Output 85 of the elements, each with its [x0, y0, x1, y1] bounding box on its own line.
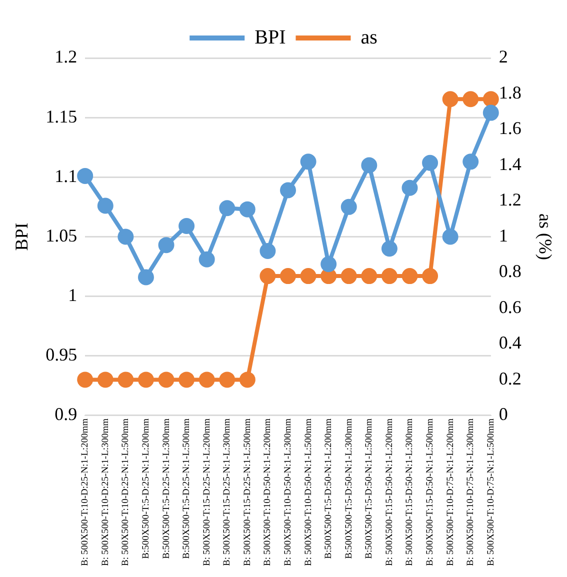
point: [422, 154, 438, 171]
y2-tick-label: 1: [498, 225, 508, 246]
y2-tick-label: 1.8: [498, 82, 522, 102]
x-tick-label: B:500X500-T:5-D:25-N:1-L:500mm: [182, 418, 192, 559]
point: [198, 251, 215, 268]
x-tick-label: B: 500X500-T:15-D:25-N:1-L:500mm: [242, 418, 253, 566]
point: [361, 268, 378, 284]
y-tick-label: 1.2: [54, 46, 78, 67]
y-tick-label: 0.95: [46, 344, 78, 365]
point: [462, 91, 479, 108]
point: [402, 180, 418, 196]
point: [178, 372, 195, 388]
point: [138, 269, 154, 286]
x-tick-label: B: 500X500-T:15-D:50-N:1-L:300mm: [405, 418, 416, 566]
point: [280, 182, 296, 198]
y2-tick-label: 1.6: [498, 118, 522, 138]
point: [260, 268, 276, 284]
point: [462, 154, 479, 170]
x-tick-label: B:500X500-T:5-D:25-N:1-L:300mm: [162, 418, 172, 559]
point: [482, 104, 499, 121]
y-tick-label: 1.05: [46, 225, 78, 246]
point: [442, 228, 458, 245]
point: [320, 268, 337, 284]
point: [340, 268, 357, 284]
x-tick-label: B:500X500-T:5-D:50-N:1-L:200mm: [324, 418, 334, 559]
point: [300, 154, 316, 170]
x-tick-label: B: 500X500-T:10-D:25-N:1-L:200mm: [80, 418, 91, 566]
point: [118, 372, 134, 388]
y-axis-title: BPI: [12, 222, 32, 251]
y2-tick-label: 1.2: [498, 190, 522, 210]
point: [219, 372, 236, 388]
y-tick-label: 1.15: [46, 106, 78, 126]
point: [198, 372, 215, 388]
x-tick-label: B: 500X500-T:15-D:50-N:1-L:500mm: [426, 418, 436, 566]
point: [77, 372, 94, 388]
y2-tick-label: 0.6: [498, 296, 522, 317]
y2-tick-label: 2: [498, 46, 508, 67]
legend-label: BPI: [254, 26, 286, 48]
x-tick-label: B:500X500-T:5-D:25-N:1-L:200mm: [141, 418, 152, 559]
point: [77, 168, 94, 184]
point: [97, 198, 114, 214]
y2-tick-label: 0: [498, 404, 508, 424]
point: [381, 240, 398, 257]
x-tick-label: B: 500X500-T:10-D:75-N:1-L:300mm: [466, 418, 476, 566]
x-tick-label: B: 500X500-T:10-D:25-N:1-L:500mm: [121, 418, 132, 566]
point: [97, 372, 114, 388]
x-tick-label: B:500X500-T:5-D:50-N:1-L:500mm: [364, 418, 375, 559]
x-tick-label: B: 500X500-T:15-D:25-N:1-L:300mm: [222, 418, 233, 566]
x-tick-label: B:500X500-T:5-D:50-N:1-L:300mm: [344, 418, 354, 559]
y2-tick-label: 0.4: [498, 332, 522, 353]
y-tick-label: 1: [68, 285, 78, 306]
point: [320, 256, 337, 272]
x-tick-label: B: 500X500-T:10-D:50-N:1-L:200mm: [263, 418, 274, 566]
x-tick-label: B: 500X500-T:10-D:75-N:1-L:500mm: [486, 418, 496, 566]
point: [118, 228, 134, 245]
y2-axis-title: as (%): [535, 213, 556, 260]
point: [442, 91, 458, 108]
point: [260, 243, 276, 260]
y-tick-label: 0.9: [54, 404, 78, 424]
x-tick-label: B: 500X500-T:10-D:50-N:1-L:500mm: [304, 418, 314, 566]
y2-tick-label: 1.4: [498, 154, 522, 174]
point: [138, 372, 154, 388]
x-tick-label: B: 500X500-T:15-D:25-N:1-L:200mm: [202, 418, 212, 566]
point: [300, 268, 316, 284]
x-tick-label: B: 500X500-T:10-D:75-N:1-L:200mm: [446, 418, 456, 566]
point: [158, 372, 174, 388]
point: [178, 218, 195, 234]
x-tick-label: B: 500X500-T:10-D:25-N:1-L:300mm: [100, 418, 111, 566]
point: [422, 268, 438, 284]
point: [239, 201, 256, 218]
x-tick-label: B: 500X500-T:15-D:50-N:1-L:200mm: [384, 418, 395, 566]
point: [402, 268, 418, 284]
point: [158, 237, 174, 254]
point: [361, 157, 378, 174]
y-tick-label: 1.1: [54, 166, 78, 186]
point: [239, 372, 256, 388]
point: [340, 198, 357, 215]
point: [482, 91, 499, 108]
y2-tick-label: 0.2: [498, 368, 522, 388]
point: [219, 200, 236, 216]
point: [381, 268, 398, 284]
x-tick-label: B: 500X500-T:10-D:50-N:1-L:300mm: [284, 418, 294, 566]
legend-label: as: [360, 26, 378, 48]
point: [280, 268, 296, 284]
y2-tick-label: 0.8: [498, 261, 522, 282]
